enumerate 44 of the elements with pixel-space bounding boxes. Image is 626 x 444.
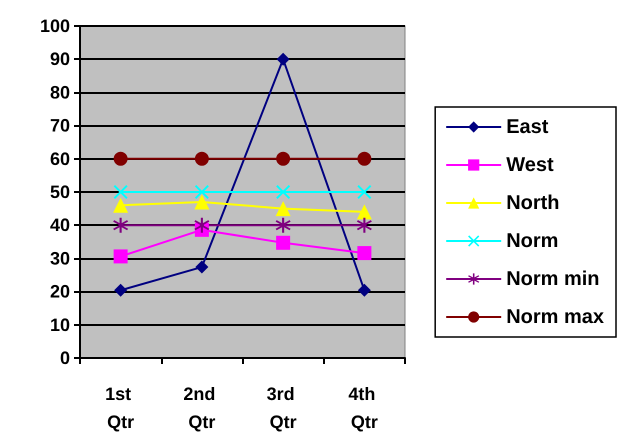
point [356,218,372,233]
legend-label: East [506,116,549,138]
point [276,185,290,199]
point [276,201,291,216]
y-tick-label: 90 [50,49,70,70]
point [276,152,290,166]
point [276,52,290,66]
point [114,249,128,264]
point [276,236,290,250]
x-tick-label: 2nd Qtr [183,384,220,432]
point [356,204,372,220]
x-tick-label: 4th Qtr [348,384,380,432]
point [194,218,210,233]
point [194,185,209,199]
legend-label: West [506,154,554,176]
point [357,185,372,199]
y-tick-label: 80 [50,82,70,102]
point [114,284,128,297]
legend-label: North [506,192,560,214]
point [194,194,210,210]
y-tick-label: 40 [50,215,70,236]
legend-label: Norm min [506,268,600,290]
y-tick-label: 70 [50,116,70,136]
legend-label: Norm [506,230,558,252]
x-tick-label: 1st Qtr [105,384,136,432]
point [357,246,372,260]
point [113,198,128,213]
point [358,284,371,297]
point [357,152,372,166]
y-tick-label: 50 [50,182,70,202]
point [113,218,128,233]
point [276,218,291,233]
y-tick-label: 10 [50,314,70,335]
y-tick-label: 100 [40,16,70,36]
point [114,185,128,199]
point [194,152,209,166]
y-tick-label: 30 [50,248,70,268]
y-tick-label: 0 [60,348,70,368]
y-tick-label: 60 [50,148,70,169]
point [195,260,208,274]
point [114,152,128,166]
legend-label: Norm max [506,306,604,328]
x-tick-label: 3rd Qtr [266,384,300,432]
y-tick-label: 20 [50,282,70,302]
